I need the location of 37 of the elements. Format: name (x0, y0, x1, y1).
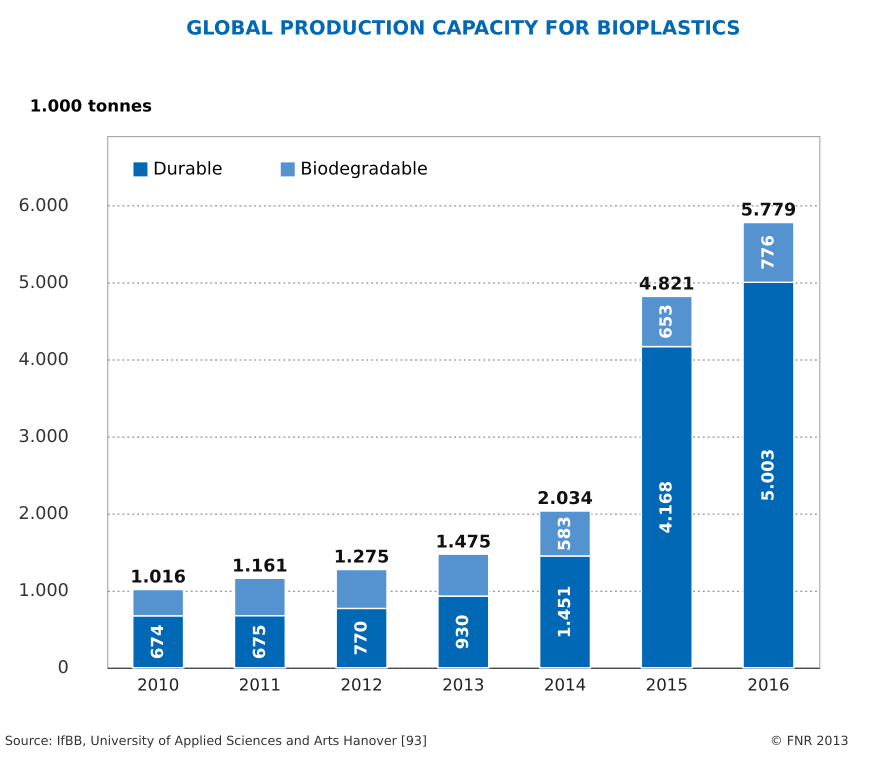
total-label: 1.161 (232, 556, 288, 576)
data-label: 675 (250, 624, 269, 660)
total-label: 5.779 (740, 200, 796, 221)
y-tick-label: 3.000 (18, 427, 69, 448)
total-label: 1.275 (334, 548, 390, 568)
total-label: 1.016 (130, 568, 186, 588)
data-label: 776 (758, 235, 778, 270)
total-label: 1.475 (436, 532, 492, 552)
chart-title: GLOBAL PRODUCTION CAPACITY FOR BIOPLASTICS (186, 16, 740, 40)
data-label: 770 (351, 620, 370, 656)
y-tick-label: 0 (58, 658, 69, 678)
y-axis-title: 1.000 tonnes (30, 96, 152, 116)
data-label: 930 (453, 614, 472, 650)
x-tick-label: 2016 (747, 676, 790, 695)
data-label: 653 (656, 304, 676, 339)
x-tick-label: 2014 (544, 676, 586, 695)
y-tick-label: 4.000 (18, 350, 69, 370)
data-label: 5.003 (758, 448, 778, 502)
legend-label: Durable (153, 159, 223, 180)
data-label: 583 (554, 516, 574, 551)
legend-label: Biodegradable (300, 159, 428, 180)
text: © FNR 2013 (770, 732, 849, 748)
data-label: 1.451 (554, 586, 574, 638)
x-tick-label: 2013 (442, 676, 484, 695)
x-tick-label: 2015 (646, 676, 688, 695)
x-tick-label: 2010 (137, 676, 180, 695)
source-note: Source: IfBB, University of Applied Sciences and Arts Hanover [93] (4, 732, 427, 748)
y-tick-label: 6.000 (18, 196, 69, 216)
y-tick-label: 1.000 (18, 581, 69, 602)
x-tick-label: 2012 (340, 676, 383, 695)
data-label: 674 (148, 624, 168, 660)
total-label: 2.034 (537, 489, 593, 510)
y-tick-label: 2.000 (18, 504, 69, 524)
total-label: 4.821 (639, 274, 695, 295)
x-tick-label: 2011 (238, 676, 281, 695)
data-label: 4.168 (656, 480, 676, 534)
y-tick-label: 5.000 (18, 272, 69, 293)
